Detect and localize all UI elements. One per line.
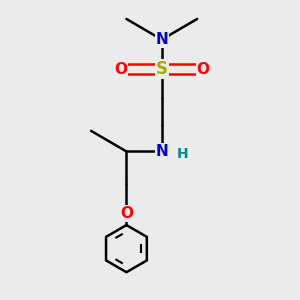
Text: N: N bbox=[155, 32, 168, 47]
Text: O: O bbox=[114, 61, 127, 76]
Text: O: O bbox=[120, 206, 133, 221]
Text: H: H bbox=[177, 147, 188, 161]
Text: N: N bbox=[155, 144, 168, 159]
Text: O: O bbox=[196, 61, 209, 76]
Text: S: S bbox=[156, 60, 168, 78]
